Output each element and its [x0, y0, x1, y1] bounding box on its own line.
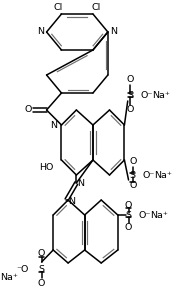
Text: N: N	[77, 178, 84, 188]
Text: Cl: Cl	[92, 2, 101, 11]
Text: O⁻: O⁻	[140, 91, 153, 100]
Text: O: O	[127, 76, 134, 85]
Text: O: O	[38, 280, 45, 288]
Text: N: N	[68, 197, 75, 206]
Text: N: N	[110, 27, 117, 36]
Text: O: O	[129, 157, 136, 166]
Text: S: S	[127, 91, 133, 100]
Text: O: O	[25, 105, 32, 114]
Text: Na⁺: Na⁺	[152, 91, 170, 100]
Text: N: N	[51, 122, 57, 131]
Text: O: O	[125, 200, 132, 209]
Text: Na⁺: Na⁺	[1, 274, 18, 283]
Text: O⁻: O⁻	[143, 170, 155, 179]
Text: O⁻: O⁻	[138, 210, 151, 219]
Text: O: O	[129, 181, 136, 190]
Text: N: N	[37, 27, 44, 36]
Text: S: S	[126, 210, 132, 219]
Text: S: S	[39, 265, 45, 275]
Text: Cl: Cl	[53, 2, 63, 11]
Text: S: S	[130, 170, 136, 179]
Text: ⁻O: ⁻O	[17, 265, 29, 275]
Text: O: O	[127, 105, 134, 114]
Text: O: O	[38, 250, 45, 259]
Text: HO: HO	[39, 163, 53, 172]
Text: O: O	[125, 224, 132, 232]
Text: Na⁺: Na⁺	[154, 170, 172, 179]
Text: Na⁺: Na⁺	[150, 210, 168, 219]
